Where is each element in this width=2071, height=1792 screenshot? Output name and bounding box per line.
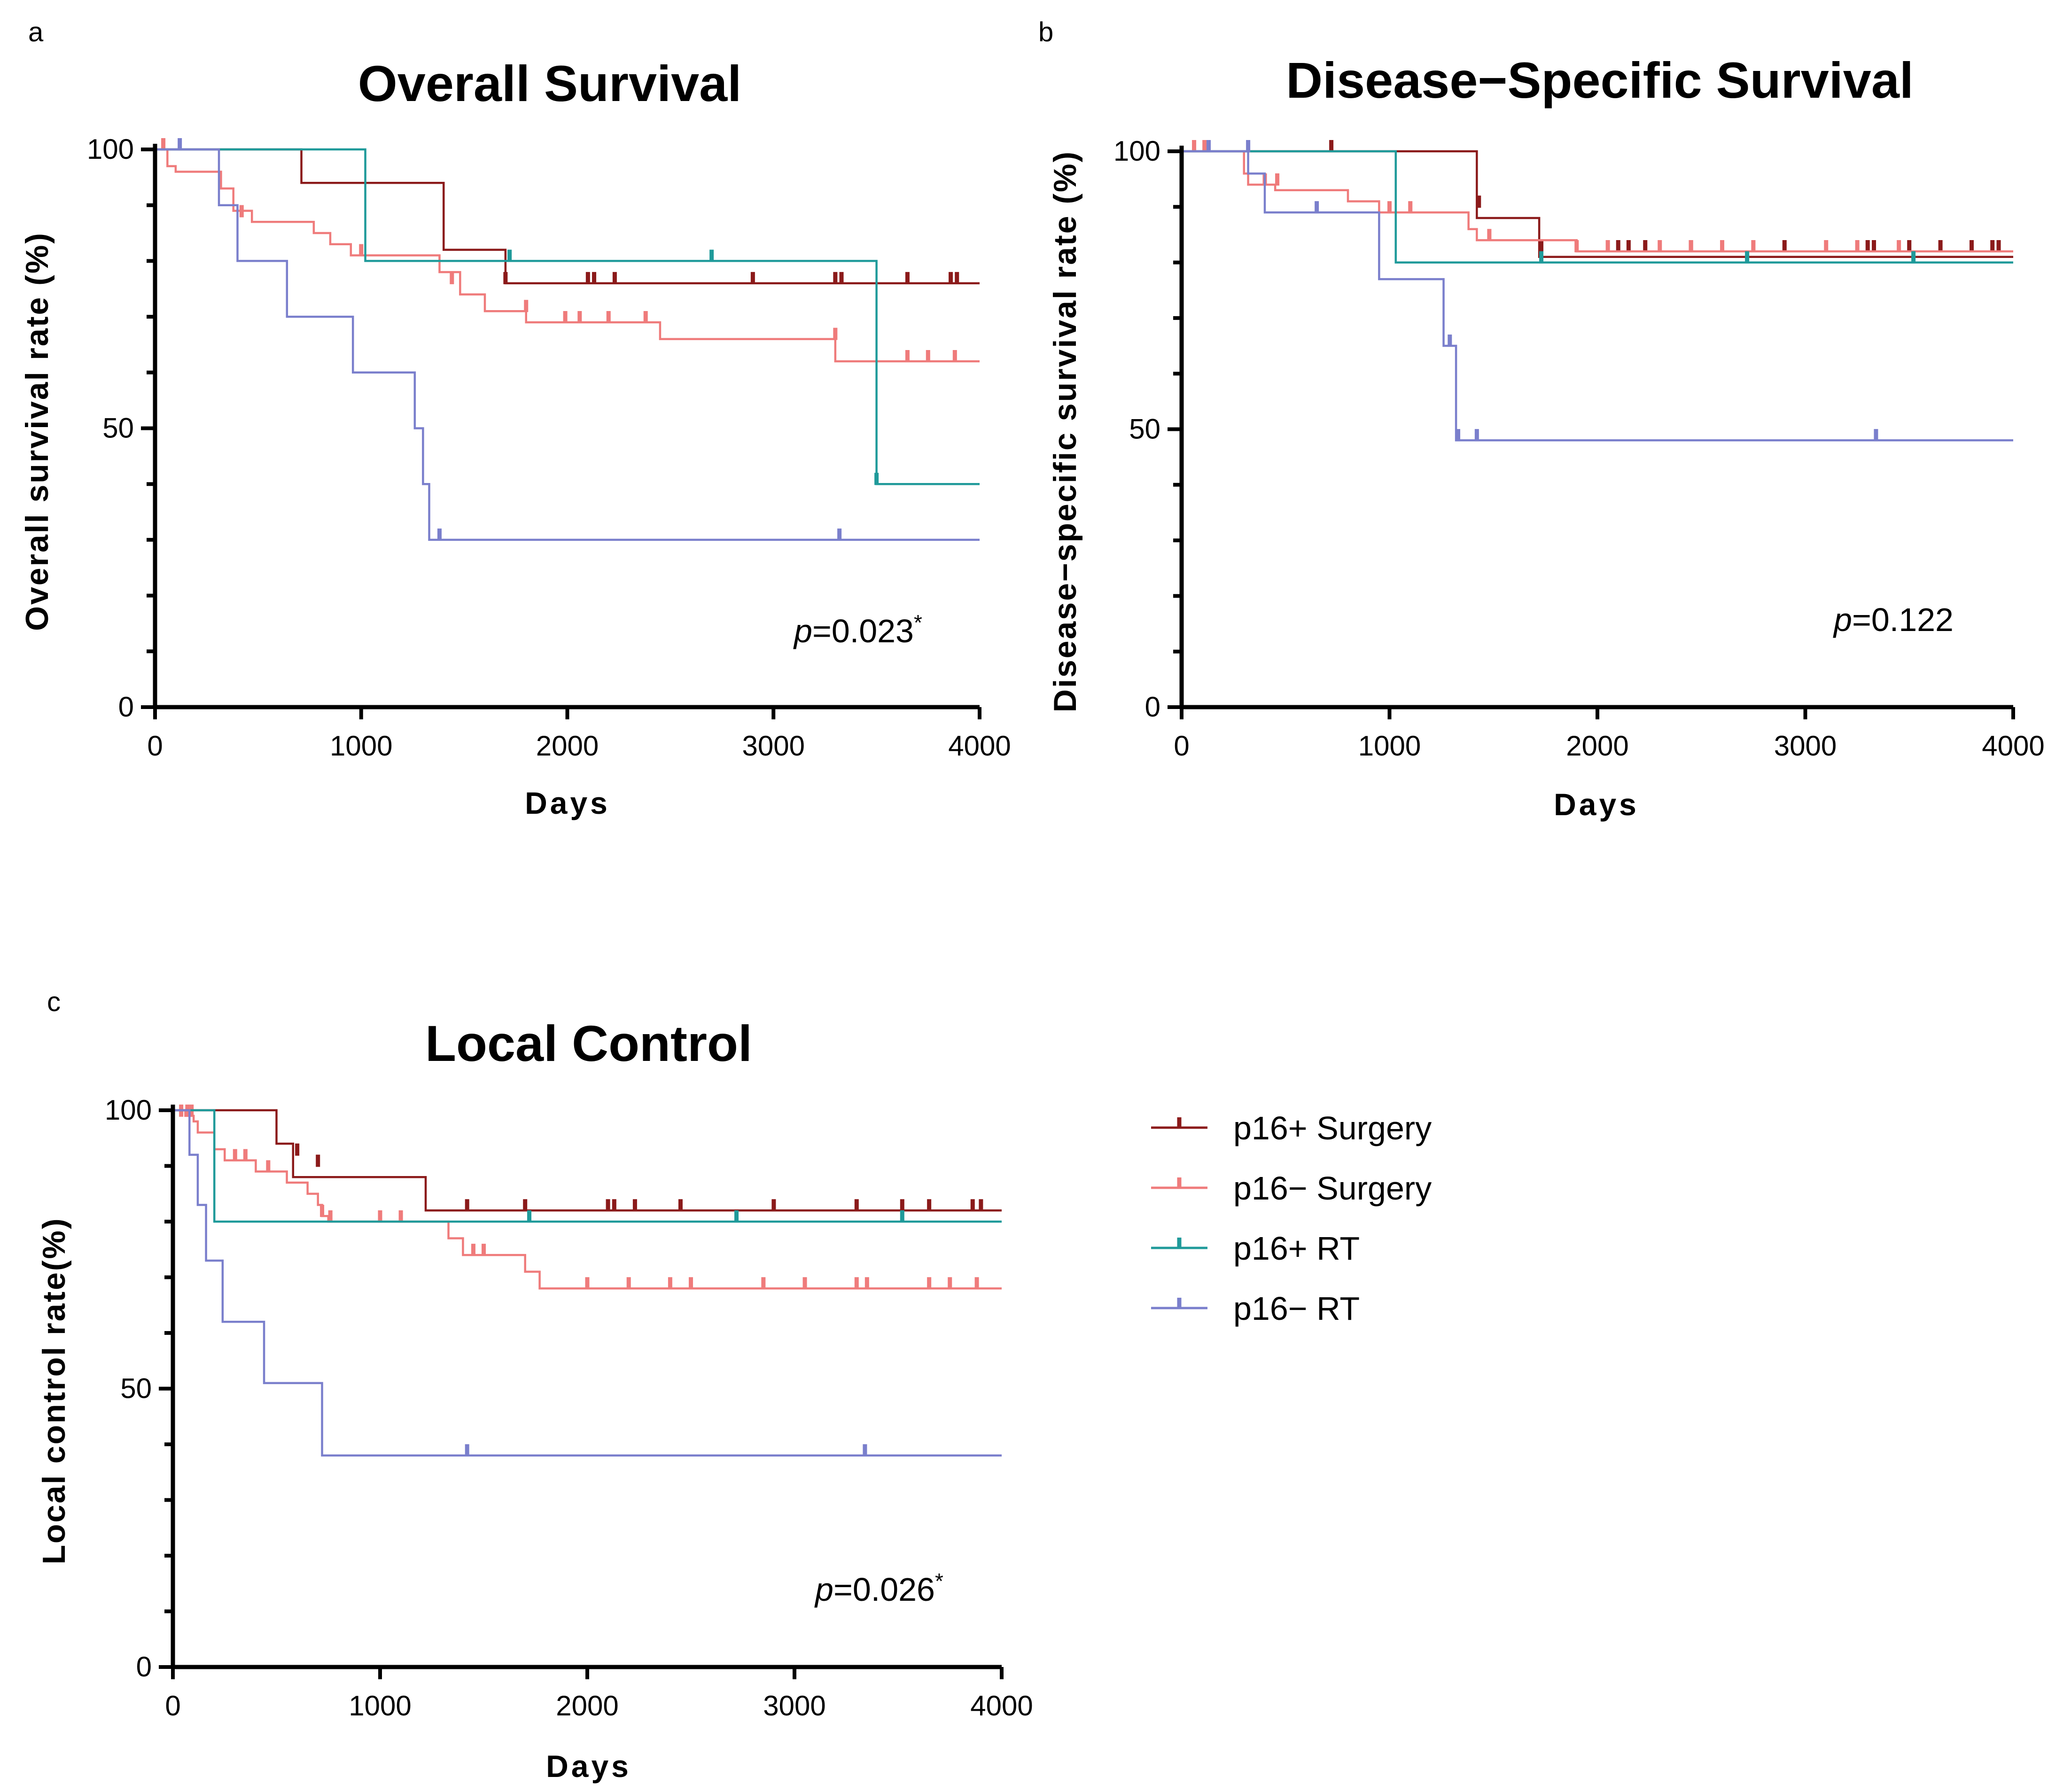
km-curve-p16neg_rt	[155, 148, 980, 541]
y-tick-label: 100	[1113, 135, 1160, 167]
legend-label: p16+ Surgery	[1233, 1110, 1432, 1146]
y-tick-label: 100	[87, 133, 134, 165]
y-tick-label: 50	[1129, 413, 1160, 445]
chart-title: Disease−Specific Survival	[1286, 52, 1914, 109]
y-tick-label: 0	[1145, 691, 1160, 723]
series-p16pos_rt	[1182, 150, 2013, 264]
y-axis-label: Local control rate(%)	[36, 1217, 72, 1564]
y-tick-label: 0	[118, 691, 134, 723]
y-tick-label: 100	[105, 1094, 152, 1126]
panel-letter-b: b	[1038, 17, 1053, 47]
legend-item-p16pos_rt: p16+ RT	[1151, 1230, 1360, 1267]
p-value-annotation: p=0.023*	[793, 610, 922, 649]
y-axis-label: Overall survival rate (%)	[19, 232, 55, 631]
km-curve-p16pos_surgery	[155, 148, 980, 285]
p-value-annotation: p=0.026*	[814, 1569, 943, 1608]
p-value-text: =0.026	[833, 1571, 935, 1608]
km-curve-p16pos_surgery	[1182, 150, 2013, 258]
km-curve-p16neg_surgery	[155, 148, 980, 363]
x-tick-label: 2000	[1566, 730, 1628, 762]
x-tick-label: 4000	[1982, 730, 2044, 762]
legend-item-p16neg_rt: p16− RT	[1151, 1290, 1360, 1327]
x-tick-label: 3000	[763, 1690, 825, 1722]
x-tick-label: 2000	[536, 730, 599, 762]
series-p16pos_rt	[173, 1109, 1002, 1223]
legend-label: p16+ RT	[1233, 1230, 1360, 1267]
series-p16neg_rt	[1182, 140, 2013, 442]
panel-b-disease-specific-survival: b Disease−Specific Survival Disease−spec…	[1038, 17, 2045, 822]
y-tick-label: 0	[136, 1651, 152, 1683]
legend-label: p16− Surgery	[1233, 1170, 1432, 1207]
series-p16pos_rt	[155, 148, 980, 485]
km-curve-p16pos_rt	[173, 1109, 1002, 1223]
p-value-significance-mark: *	[914, 610, 922, 635]
km-curve-p16neg_surgery	[173, 1109, 1002, 1290]
x-tick-label: 1000	[1358, 730, 1421, 762]
x-tick-label: 3000	[742, 730, 805, 762]
series-p16pos_surgery	[155, 148, 980, 285]
y-tick-label: 50	[120, 1373, 152, 1404]
x-tick-label: 0	[147, 730, 163, 762]
p-value-symbol: p	[1833, 601, 1852, 638]
p-value-annotation: p=0.122	[1833, 601, 1954, 638]
series-p16pos_surgery	[1182, 140, 2013, 258]
p-value-text: =0.023	[812, 613, 914, 649]
x-axis-label: Days	[546, 1749, 631, 1784]
panel-c-local-control: c Local Control Local control rate(%) Da…	[36, 987, 1033, 1784]
legend-item-p16neg_surgery: p16− Surgery	[1151, 1170, 1432, 1207]
chart-title: Local Control	[425, 1015, 752, 1072]
legend-item-p16pos_surgery: p16+ Surgery	[1151, 1110, 1432, 1146]
legend: p16+ Surgery p16− Surgery p16+ RT p16− RT	[1151, 1110, 1432, 1327]
x-tick-label: 2000	[556, 1690, 618, 1722]
x-axis-label: Days	[1554, 787, 1639, 822]
series-p16pos_surgery	[173, 1109, 1002, 1212]
x-axis-label: Days	[525, 786, 610, 820]
km-curve-p16neg_surgery	[1182, 150, 2013, 253]
x-tick-label: 1000	[349, 1690, 411, 1722]
legend-label: p16− RT	[1233, 1290, 1360, 1327]
series-p16neg_rt	[155, 138, 980, 541]
x-tick-label: 4000	[970, 1690, 1033, 1722]
y-axis-label: Disease−specific survival rate (%)	[1047, 150, 1083, 712]
panel-a-overall-survival: a Overall Survival Overall survival rate…	[19, 17, 1011, 820]
series-p16neg_surgery	[173, 1104, 1002, 1290]
p-value-text: =0.122	[1852, 601, 1954, 638]
chart-title: Overall Survival	[358, 55, 742, 112]
panel-letter-c: c	[47, 987, 61, 1017]
km-curve-p16pos_rt	[1182, 150, 2013, 264]
p-value-symbol: p	[814, 1571, 833, 1608]
panel-letter-a: a	[28, 17, 44, 47]
x-tick-label: 3000	[1774, 730, 1837, 762]
p-value-significance-mark: *	[935, 1569, 943, 1593]
series-p16neg_rt	[173, 1109, 1002, 1457]
p-value-symbol: p	[793, 613, 812, 649]
km-curve-p16pos_rt	[155, 148, 980, 485]
km-curve-p16pos_surgery	[173, 1109, 1002, 1212]
x-tick-label: 0	[165, 1690, 180, 1722]
series-p16neg_surgery	[155, 138, 980, 363]
km-curve-p16neg_rt	[1182, 150, 2013, 442]
y-tick-label: 50	[102, 413, 134, 444]
x-tick-label: 0	[1174, 730, 1189, 762]
x-tick-label: 4000	[948, 730, 1011, 762]
km-curve-p16neg_rt	[173, 1109, 1002, 1457]
series-p16neg_surgery	[1182, 140, 2013, 253]
x-tick-label: 1000	[330, 730, 392, 762]
